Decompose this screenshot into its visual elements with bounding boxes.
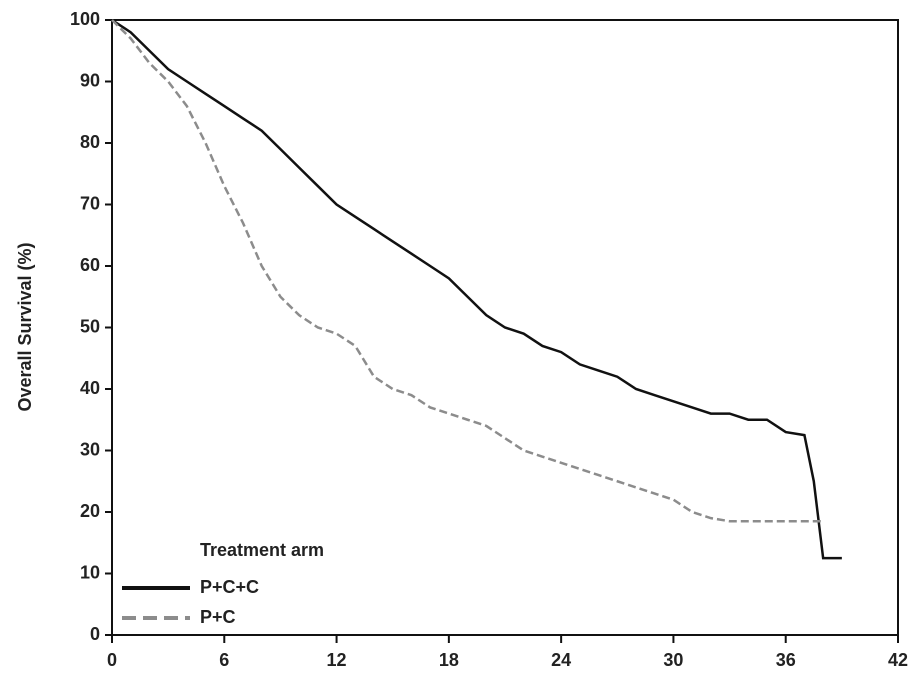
y-tick-label: 10: [80, 562, 100, 582]
y-tick-label: 50: [80, 316, 100, 336]
y-tick-label: 0: [90, 624, 100, 644]
legend-title: Treatment arm: [200, 540, 324, 560]
y-tick-label: 40: [80, 378, 100, 398]
y-tick-label: 70: [80, 193, 100, 213]
x-tick-label: 36: [776, 650, 796, 670]
x-tick-label: 12: [327, 650, 347, 670]
y-tick-label: 90: [80, 70, 100, 90]
y-tick-label: 20: [80, 501, 100, 521]
y-axis-label: Overall Survival (%): [15, 242, 35, 411]
x-tick-label: 42: [888, 650, 908, 670]
x-tick-label: 24: [551, 650, 571, 670]
y-tick-label: 80: [80, 132, 100, 152]
y-tick-label: 60: [80, 255, 100, 275]
x-tick-label: 6: [219, 650, 229, 670]
legend-label: P+C+C: [200, 577, 259, 597]
legend-label: P+C: [200, 607, 236, 627]
x-tick-label: 18: [439, 650, 459, 670]
y-tick-label: 30: [80, 439, 100, 459]
x-tick-label: 30: [663, 650, 683, 670]
survival-line: [111, 19, 824, 523]
y-tick-label: 100: [70, 9, 100, 29]
survival-line: [111, 18, 842, 560]
x-tick-label: 0: [107, 650, 117, 670]
